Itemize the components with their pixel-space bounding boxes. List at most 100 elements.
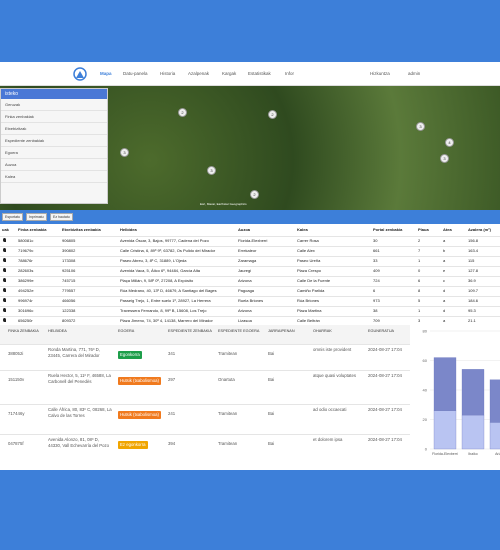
nav-item[interactable]: Azalpenak bbox=[188, 71, 210, 76]
cell: Camiño Parlida bbox=[297, 288, 325, 293]
column-header: OHARRAK bbox=[313, 329, 332, 333]
language-menu[interactable]: Hizkuntza bbox=[370, 71, 390, 76]
map-cluster[interactable]: 2 bbox=[268, 110, 277, 119]
cell: a bbox=[443, 258, 446, 263]
cell: 788676r bbox=[18, 258, 33, 263]
map-cluster[interactable]: 2 bbox=[250, 190, 259, 199]
cell: 2 bbox=[418, 238, 421, 243]
toolbar-button[interactable]: Inprimatu bbox=[26, 213, 47, 221]
column-header[interactable]: Etxebizitza zenbakia bbox=[62, 227, 101, 232]
map-cluster[interactable]: 3 bbox=[440, 154, 449, 163]
x-tick-label: Ibaiko bbox=[468, 452, 477, 456]
row-divider bbox=[0, 276, 500, 277]
cell: Jauregi bbox=[238, 268, 252, 273]
panel-item[interactable]: Espediente zenbakiak bbox=[1, 135, 107, 147]
cell: 341 bbox=[168, 351, 176, 356]
cell: Errekaleor bbox=[238, 248, 257, 253]
column-header[interactable]: Kalea bbox=[297, 227, 308, 232]
cell: 95.3 bbox=[468, 308, 476, 313]
cell: a bbox=[443, 298, 446, 303]
row-divider bbox=[0, 434, 410, 435]
cell: Calle De la Fuente bbox=[297, 278, 331, 283]
cell: Avenida Alonzo, 81, 08º D, 44330, Vall E… bbox=[48, 437, 110, 448]
status-badge: Ez egonkorra bbox=[118, 441, 148, 449]
row-divider bbox=[0, 404, 410, 405]
cell: 973 bbox=[373, 298, 380, 303]
panel-item[interactable]: Egoera bbox=[1, 147, 107, 159]
cell: 241 bbox=[168, 411, 176, 416]
cell: Plaça Millán, 9, 58º 0º, 27208, A Expósi… bbox=[120, 278, 194, 283]
cell: Plaza Martina bbox=[297, 308, 322, 313]
cell: Passeig Trejo, 1, Entre suelo 1º, 28927,… bbox=[120, 298, 211, 303]
column-header[interactable]: uak bbox=[2, 227, 9, 232]
cell: Pagoaga bbox=[238, 288, 255, 293]
panel-item[interactable]: Geruzak bbox=[1, 99, 107, 111]
row-divider bbox=[0, 344, 410, 345]
panel-item[interactable]: Finka zenbakiak bbox=[1, 111, 107, 123]
cell: 30 bbox=[373, 238, 378, 243]
cell: d bbox=[443, 308, 446, 313]
panel-item[interactable]: Etxebizitzak bbox=[1, 123, 107, 135]
cell: Tramitean bbox=[218, 351, 238, 356]
row-divider bbox=[0, 316, 500, 317]
status-badge: Hutsik (txabolismoa) bbox=[118, 411, 161, 419]
column-header[interactable]: Plaua bbox=[418, 227, 429, 232]
nav-item[interactable]: Mapa bbox=[100, 71, 112, 76]
nav-item[interactable]: Historia bbox=[160, 71, 176, 76]
nav-item[interactable]: Estatistikak bbox=[248, 71, 271, 76]
cell: 38 bbox=[373, 308, 378, 313]
y-tick-label: 40 bbox=[423, 388, 428, 393]
bar-segment bbox=[433, 357, 457, 411]
column-header[interactable]: Finka zenbakia bbox=[18, 227, 47, 232]
map-cluster[interactable]: 3 bbox=[120, 148, 129, 157]
cell: 21.1 bbox=[468, 318, 476, 323]
nav-item[interactable]: Datu-panela bbox=[123, 71, 148, 76]
row-icon bbox=[3, 278, 6, 282]
cell: 8 bbox=[418, 288, 421, 293]
logo bbox=[73, 67, 87, 81]
cell: 1 bbox=[418, 308, 421, 313]
nav-item[interactable]: Infor bbox=[285, 71, 295, 76]
column-header[interactable]: Portal zenbakia bbox=[373, 227, 403, 232]
cell: 115 bbox=[468, 258, 475, 263]
cell: Travessera Fernando, 8, 99º B, 15608, Lo… bbox=[120, 308, 207, 313]
column-header[interactable]: Azalera (m²) bbox=[468, 227, 491, 232]
column-header[interactable]: Helbidea bbox=[120, 227, 137, 232]
cell: 151150v bbox=[8, 377, 25, 382]
toolbar-button[interactable]: Esportatu bbox=[2, 213, 23, 221]
cell: e bbox=[443, 268, 446, 273]
map-panel: isteko Geruzak Finka zenbakiak Etxebizitza… bbox=[0, 88, 108, 204]
header-bg bbox=[0, 325, 410, 345]
cell: 394 bbox=[168, 441, 176, 446]
cell: Carrer Rosa bbox=[297, 238, 319, 243]
column-header[interactable]: Atea bbox=[443, 227, 452, 232]
cell: 173308 bbox=[62, 258, 76, 263]
bar-segment bbox=[433, 410, 457, 450]
row-divider bbox=[0, 306, 500, 307]
cell: Ruela Hector, 5, 11º F, 46588, La Carbon… bbox=[48, 373, 111, 384]
cell: Calle Cristina, 6, 89º 9º, 63782, Os Pul… bbox=[120, 248, 216, 253]
cell: 745715 bbox=[62, 278, 76, 283]
panel-item[interactable]: Kalea bbox=[1, 171, 107, 183]
row-divider bbox=[0, 266, 500, 267]
map-cluster[interactable]: 2 bbox=[178, 108, 187, 117]
nav-item[interactable]: Kargak bbox=[222, 71, 237, 76]
toolbar-button[interactable]: Ez hautatu bbox=[50, 213, 73, 221]
cell: 2024-08-27 17:04 bbox=[368, 437, 402, 442]
map-cluster[interactable]: 4 bbox=[445, 138, 454, 147]
cell: Bai bbox=[268, 411, 275, 416]
column-header[interactable]: Auzoa bbox=[238, 227, 250, 232]
cell: Arizona bbox=[238, 278, 252, 283]
map-cluster[interactable]: 3 bbox=[207, 166, 216, 175]
cell: c bbox=[443, 278, 445, 283]
cell: Bai bbox=[268, 441, 275, 446]
user-menu[interactable]: admin bbox=[408, 71, 421, 76]
row-icon bbox=[3, 318, 6, 322]
y-tick-label: 0 bbox=[425, 447, 428, 452]
cell: 719679c bbox=[18, 248, 34, 253]
row-divider bbox=[0, 256, 500, 257]
map-cluster[interactable]: 3 bbox=[416, 122, 425, 131]
panel-item[interactable]: Auzoa bbox=[1, 159, 107, 171]
cell: 388052i bbox=[8, 351, 24, 356]
column-header: FINKA ZENBAKIA bbox=[8, 329, 39, 333]
